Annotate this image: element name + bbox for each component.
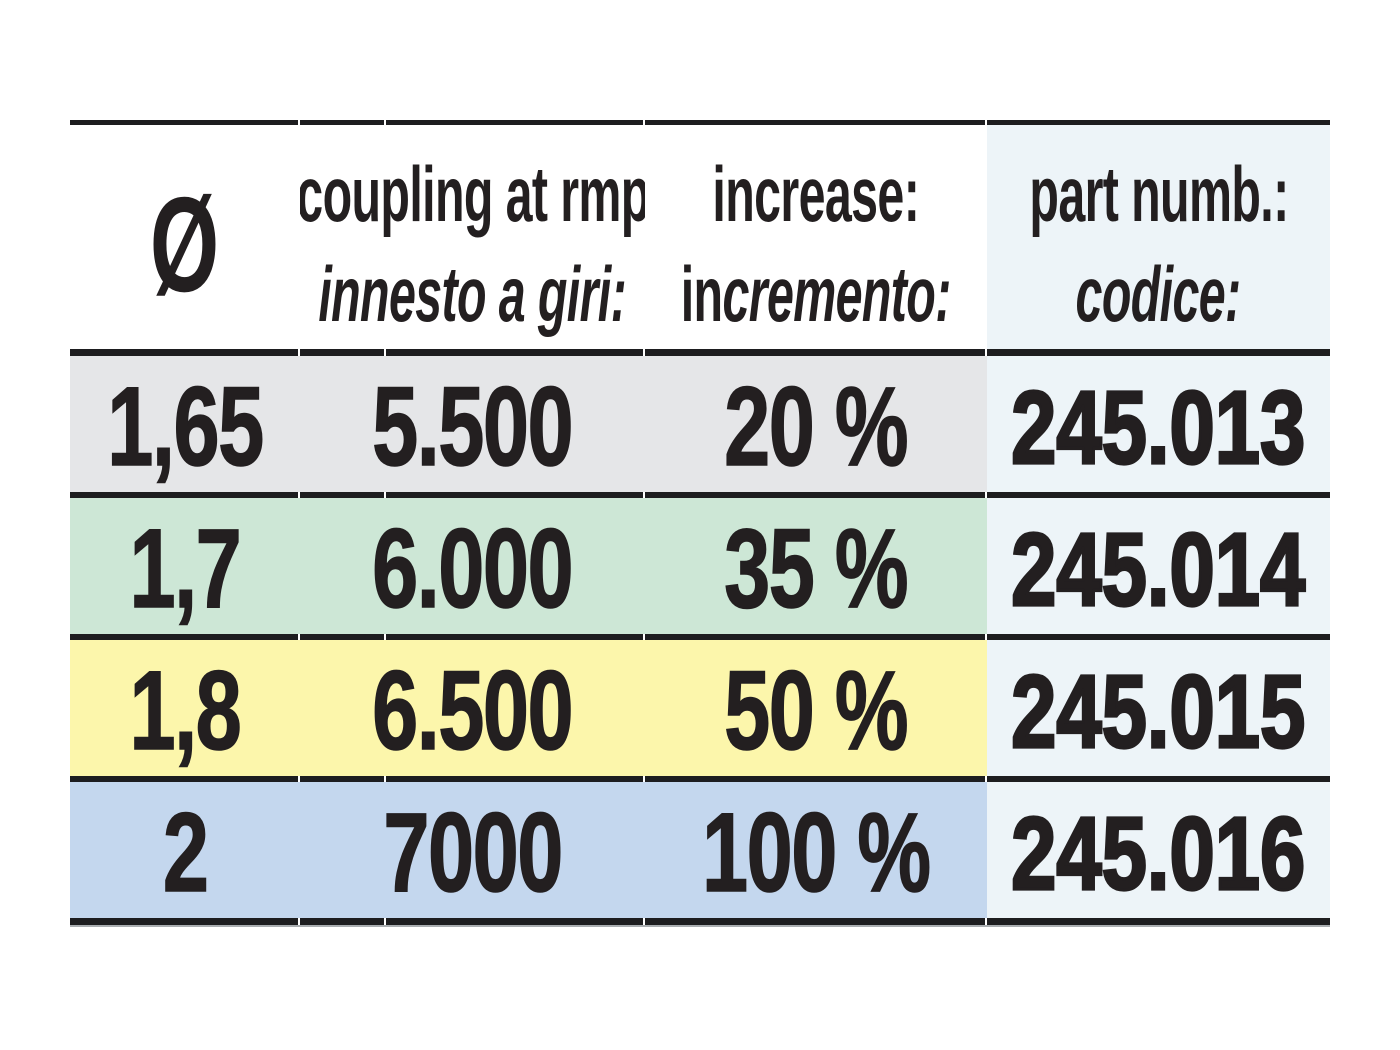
rule-segment (987, 120, 1330, 125)
header-diameter: Ø (70, 125, 300, 349)
rule-segment (645, 492, 987, 498)
table-row: 1,7 6.000 35 % 245.014 (70, 498, 1330, 634)
rule-segment (300, 349, 386, 356)
rule-segment (70, 492, 300, 498)
header-separator (70, 349, 1330, 356)
rule-segment (386, 492, 645, 498)
table-row: 2 7000 100 % 245.016 (70, 782, 1330, 918)
table-row: 1,65 5.500 20 % 245.013 (70, 356, 1330, 492)
rule-segment (386, 918, 645, 925)
rule-segment (386, 349, 645, 356)
header-coupling-it: innesto a giri: (318, 250, 627, 338)
rule-segment (987, 349, 1330, 356)
diameter-symbol: Ø (150, 168, 220, 320)
part-number-cell: 245.014 (987, 498, 1330, 634)
rule-segment (300, 634, 386, 640)
increase-cell: 50 % (645, 640, 987, 776)
part-number-cell: 245.015 (987, 640, 1330, 776)
diameter-cell: 1,7 (70, 498, 300, 634)
rule-segment (70, 120, 300, 125)
header-coupling: coupling at rmp innesto a giri: (300, 125, 645, 349)
increase-cell: 100 % (645, 782, 987, 918)
rule-segment (645, 120, 987, 125)
header-increase-it: incremento: (681, 250, 952, 338)
row-separator (70, 776, 1330, 782)
increase-cell: 35 % (645, 498, 987, 634)
table-top-border (70, 120, 1330, 125)
coupling-cell: 5.500 (300, 356, 645, 492)
rule-segment (70, 634, 300, 640)
increase-cell: 20 % (645, 356, 987, 492)
row-separator (70, 634, 1330, 640)
rule-segment (987, 492, 1330, 498)
coupling-cell: 6.000 (300, 498, 645, 634)
coupling-cell: 6.500 (300, 640, 645, 776)
header-increase: increase: incremento: (645, 125, 987, 349)
header-increase-en: increase: (712, 150, 920, 238)
header-part-it: codice: (1076, 250, 1242, 338)
rule-segment (645, 776, 987, 782)
rule-segment (300, 120, 386, 125)
rule-segment (386, 634, 645, 640)
rule-segment (386, 120, 645, 125)
rule-segment (300, 918, 386, 925)
header-part-en: part numb.: (1028, 150, 1289, 238)
rule-segment (645, 634, 987, 640)
rule-segment (645, 349, 987, 356)
diameter-cell: 1,8 (70, 640, 300, 776)
rule-segment (987, 918, 1330, 925)
part-number-cell: 245.013 (987, 356, 1330, 492)
part-number-cell: 245.016 (987, 782, 1330, 918)
header-row: Ø coupling at rmp innesto a giri: increa… (70, 125, 1330, 349)
table-bottom-border (70, 918, 1330, 925)
rule-segment (300, 492, 386, 498)
rule-segment (300, 776, 386, 782)
diameter-cell: 2 (70, 782, 300, 918)
rule-segment (645, 918, 987, 925)
rule-segment (987, 776, 1330, 782)
rule-segment (70, 918, 300, 925)
coupling-cell: 7000 (300, 782, 645, 918)
rule-segment (386, 776, 645, 782)
rule-segment (70, 349, 300, 356)
table-row: 1,8 6.500 50 % 245.015 (70, 640, 1330, 776)
diameter-cell: 1,65 (70, 356, 300, 492)
rule-segment (987, 634, 1330, 640)
row-separator (70, 492, 1330, 498)
header-coupling-en: coupling at rmp (300, 150, 645, 238)
spec-table: Ø coupling at rmp innesto a giri: increa… (70, 120, 1330, 927)
rule-segment (70, 776, 300, 782)
header-part-number: part numb.: codice: (987, 125, 1330, 349)
